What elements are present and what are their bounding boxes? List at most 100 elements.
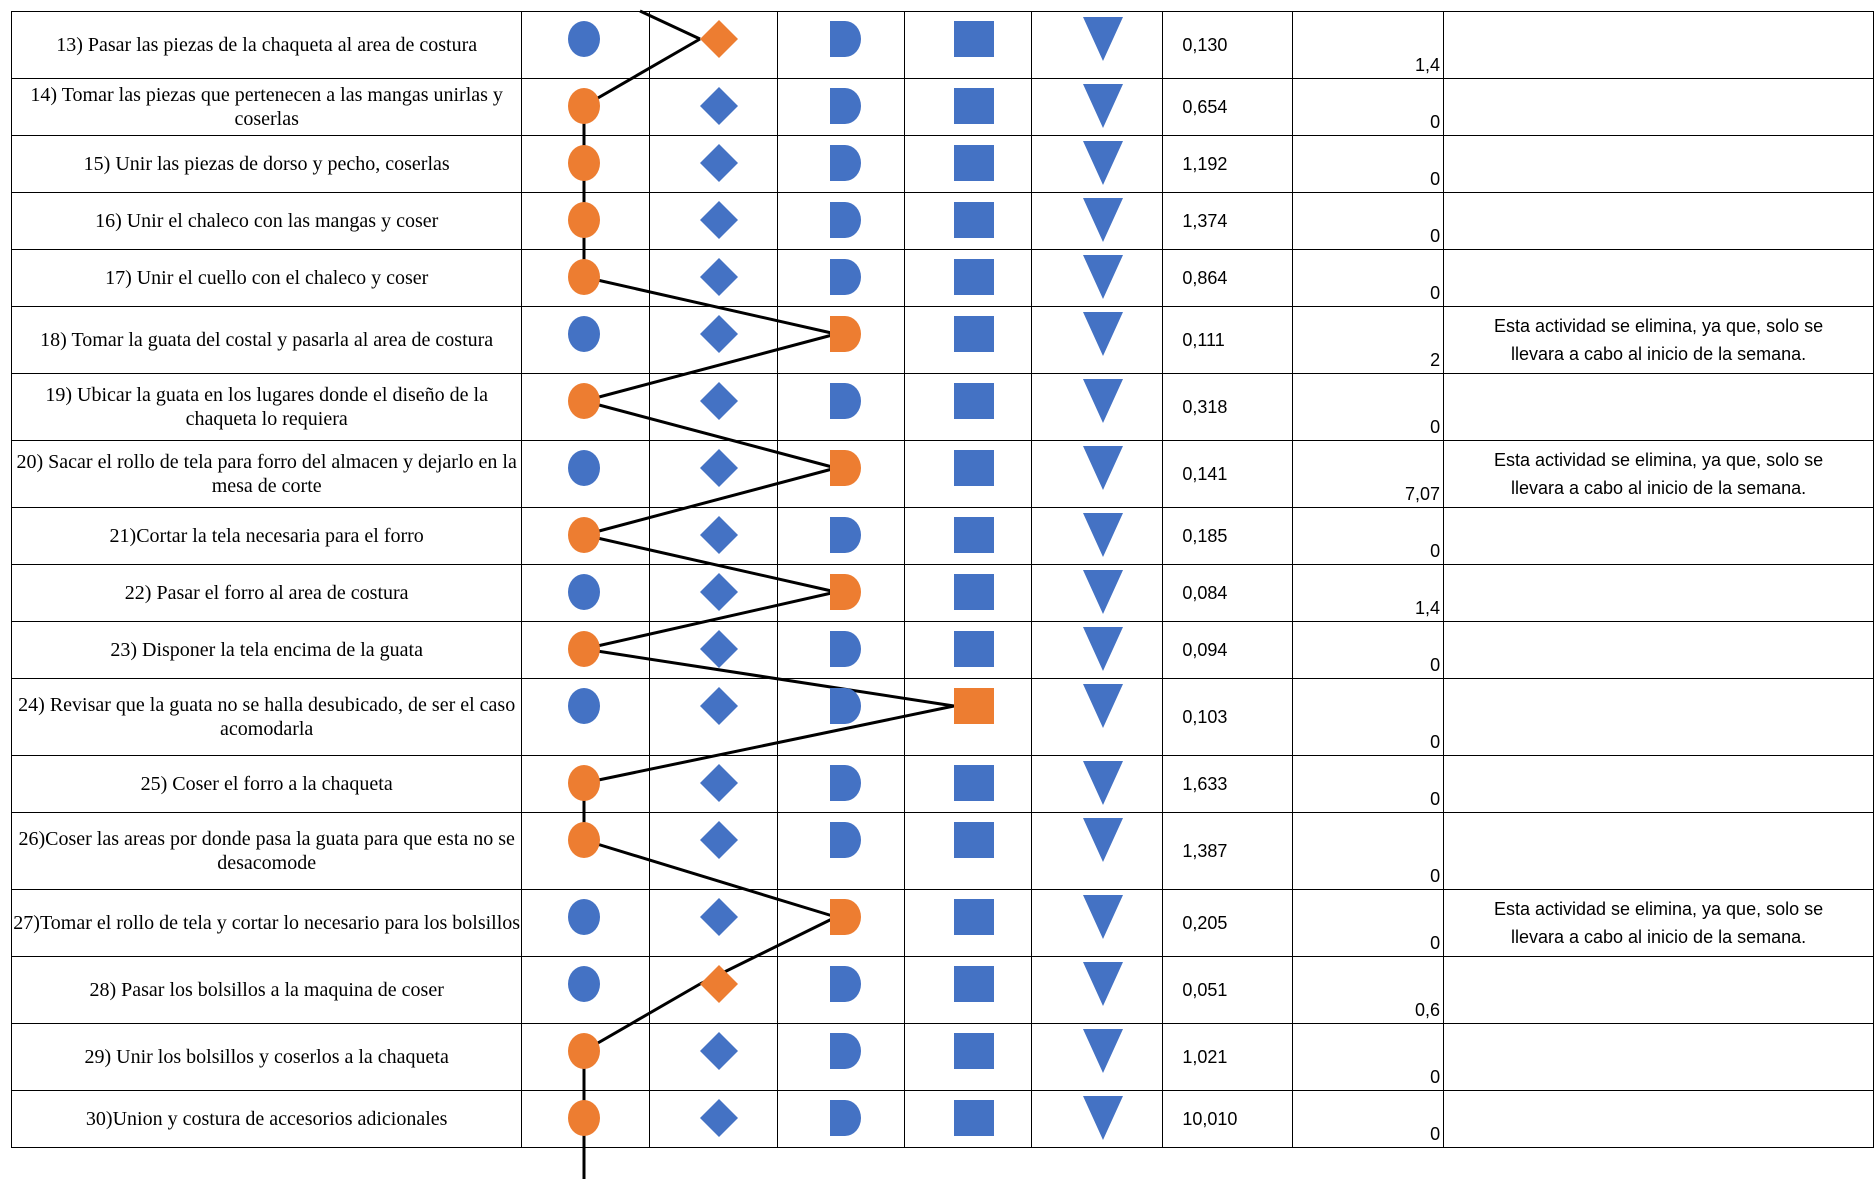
symbol-cell bbox=[776, 812, 905, 890]
symbol-cell bbox=[521, 192, 651, 250]
distance-cell: 0 bbox=[1292, 78, 1445, 136]
symbol-cell bbox=[521, 621, 651, 679]
symbol-cell bbox=[1030, 812, 1164, 890]
symbol-cell bbox=[649, 812, 778, 890]
distance-cell: 0,6 bbox=[1292, 956, 1445, 1024]
time-cell: 1,021 bbox=[1162, 1023, 1294, 1091]
table-row: 27)Tomar el rollo de tela y cortar lo ne… bbox=[10, 889, 1874, 957]
symbol-cell bbox=[903, 373, 1032, 441]
symbol-cell bbox=[776, 755, 905, 813]
symbol-cell bbox=[649, 678, 778, 756]
symbol-cell bbox=[776, 564, 905, 622]
symbol-cell bbox=[521, 956, 651, 1024]
table-row: 13) Pasar las piezas de la chaqueta al a… bbox=[10, 11, 1874, 79]
symbol-cell bbox=[521, 440, 651, 508]
symbol-cell bbox=[649, 440, 778, 508]
distance-cell: 7,07 bbox=[1292, 440, 1445, 508]
symbol-cell bbox=[903, 192, 1032, 250]
activity-cell: 20) Sacar el rollo de tela para forro de… bbox=[10, 440, 523, 508]
symbol-cell bbox=[1030, 507, 1164, 565]
symbol-cell bbox=[521, 78, 651, 136]
time-cell: 0,084 bbox=[1162, 564, 1294, 622]
symbol-cell bbox=[776, 1023, 905, 1091]
activity-cell: 15) Unir las piezas de dorso y pecho, co… bbox=[10, 135, 523, 193]
symbol-cell bbox=[521, 812, 651, 890]
time-cell: 0,051 bbox=[1162, 956, 1294, 1024]
time-cell: 0,205 bbox=[1162, 889, 1294, 957]
symbol-cell bbox=[521, 755, 651, 813]
time-cell: 0,094 bbox=[1162, 621, 1294, 679]
symbol-cell bbox=[649, 11, 778, 79]
symbol-cell bbox=[521, 249, 651, 307]
activity-cell: 13) Pasar las piezas de la chaqueta al a… bbox=[10, 11, 523, 79]
symbol-cell bbox=[521, 564, 651, 622]
symbol-cell bbox=[649, 78, 778, 136]
symbol-cell bbox=[521, 135, 651, 193]
symbol-cell bbox=[903, 1023, 1032, 1091]
table-row: 26)Coser las areas por donde pasa la gua… bbox=[10, 812, 1874, 890]
symbol-cell bbox=[776, 306, 905, 374]
observation-cell: Esta actividad se elimina, ya que, solo … bbox=[1443, 306, 1874, 374]
symbol-cell bbox=[776, 11, 905, 79]
activity-cell: 28) Pasar los bolsillos a la maquina de … bbox=[10, 956, 523, 1024]
symbol-cell bbox=[649, 755, 778, 813]
table-row: 24) Revisar que la guata no se halla des… bbox=[10, 678, 1874, 756]
distance-cell: 0 bbox=[1292, 889, 1445, 957]
symbol-cell bbox=[1030, 889, 1164, 957]
symbol-cell bbox=[649, 621, 778, 679]
symbol-cell bbox=[521, 1023, 651, 1091]
distance-cell: 0 bbox=[1292, 373, 1445, 441]
observation-cell bbox=[1443, 564, 1874, 622]
symbol-cell bbox=[903, 440, 1032, 508]
symbol-cell bbox=[1030, 306, 1164, 374]
observation-cell bbox=[1443, 192, 1874, 250]
activity-cell: 16) Unir el chaleco con las mangas y cos… bbox=[10, 192, 523, 250]
symbol-cell bbox=[1030, 956, 1164, 1024]
observation-cell bbox=[1443, 135, 1874, 193]
distance-cell: 0 bbox=[1292, 192, 1445, 250]
activity-cell: 24) Revisar que la guata no se halla des… bbox=[10, 678, 523, 756]
activity-cell: 22) Pasar el forro al area de costura bbox=[10, 564, 523, 622]
symbol-cell bbox=[521, 373, 651, 441]
distance-cell: 0 bbox=[1292, 135, 1445, 193]
distance-cell: 0 bbox=[1292, 678, 1445, 756]
table-row: 20) Sacar el rollo de tela para forro de… bbox=[10, 440, 1874, 508]
table-row: 21)Cortar la tela necesaria para el forr… bbox=[10, 507, 1874, 565]
activity-cell: 21)Cortar la tela necesaria para el forr… bbox=[10, 507, 523, 565]
activity-cell: 19) Ubicar la guata en los lugares donde… bbox=[10, 373, 523, 441]
symbol-cell bbox=[903, 956, 1032, 1024]
symbol-cell bbox=[521, 306, 651, 374]
symbol-cell bbox=[1030, 564, 1164, 622]
distance-cell: 0 bbox=[1292, 812, 1445, 890]
symbol-cell bbox=[649, 249, 778, 307]
table-row: 22) Pasar el forro al area de costura 0,0… bbox=[10, 564, 1874, 622]
table-row: 19) Ubicar la guata en los lugares donde… bbox=[10, 373, 1874, 441]
table-row: 28) Pasar los bolsillos a la maquina de … bbox=[10, 956, 1874, 1024]
table-row: 25) Coser el forro a la chaqueta 1,633 0 bbox=[10, 755, 1874, 813]
distance-cell: 0 bbox=[1292, 1090, 1445, 1148]
time-cell: 0,318 bbox=[1162, 373, 1294, 441]
table-row: 16) Unir el chaleco con las mangas y cos… bbox=[10, 192, 1874, 250]
symbol-cell bbox=[649, 956, 778, 1024]
time-cell: 1,633 bbox=[1162, 755, 1294, 813]
symbol-cell bbox=[903, 889, 1032, 957]
observation-cell: Esta actividad se elimina, ya que, solo … bbox=[1443, 440, 1874, 508]
observation-cell bbox=[1443, 1090, 1874, 1148]
distance-cell: 0 bbox=[1292, 755, 1445, 813]
symbol-cell bbox=[649, 889, 778, 957]
symbol-cell bbox=[776, 956, 905, 1024]
symbol-cell bbox=[1030, 621, 1164, 679]
symbol-cell bbox=[1030, 78, 1164, 136]
symbol-cell bbox=[903, 621, 1032, 679]
table-row: 15) Unir las piezas de dorso y pecho, co… bbox=[10, 135, 1874, 193]
observation-cell bbox=[1443, 373, 1874, 441]
symbol-cell bbox=[903, 507, 1032, 565]
symbol-cell bbox=[1030, 192, 1164, 250]
symbol-cell bbox=[521, 507, 651, 565]
time-cell: 0,864 bbox=[1162, 249, 1294, 307]
symbol-cell bbox=[776, 1090, 905, 1148]
observation-cell: Esta actividad se elimina, ya que, solo … bbox=[1443, 889, 1874, 957]
time-cell: 1,374 bbox=[1162, 192, 1294, 250]
activity-cell: 14) Tomar las piezas que pertenecen a la… bbox=[10, 78, 523, 136]
symbol-cell bbox=[903, 1090, 1032, 1148]
